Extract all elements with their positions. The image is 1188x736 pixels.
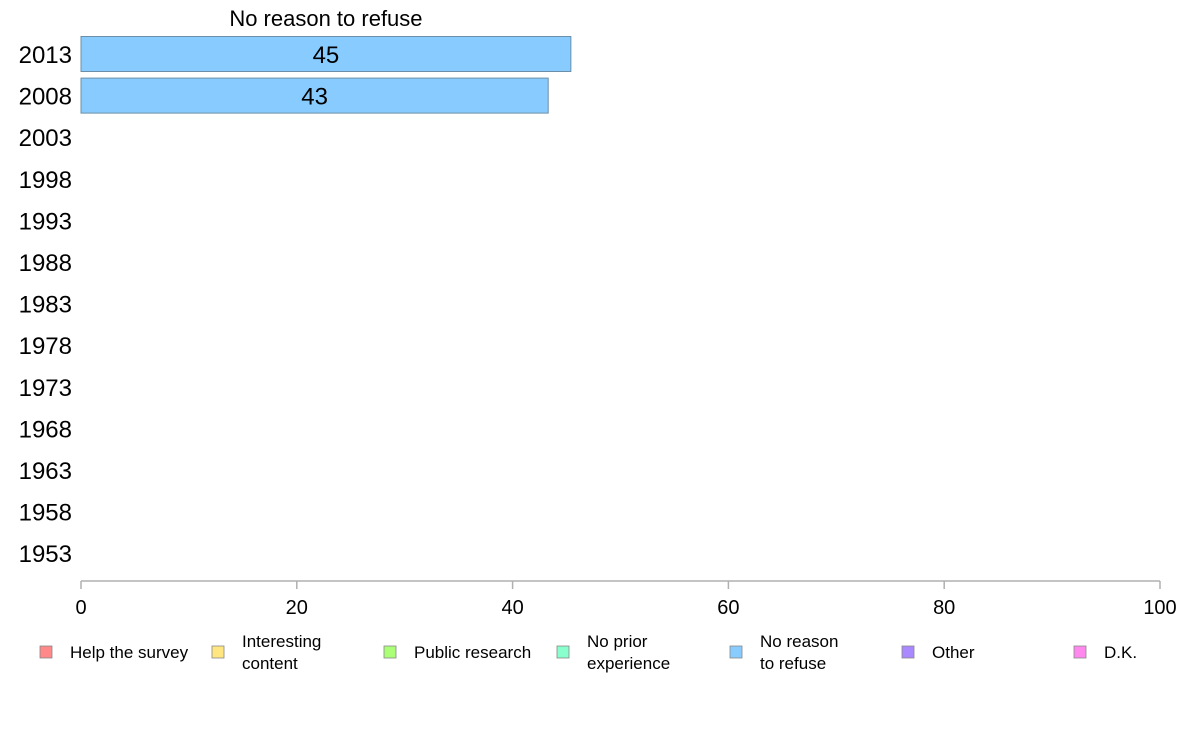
bar xyxy=(80,77,549,114)
y-tick-label: 1998 xyxy=(19,167,72,194)
legend-swatch xyxy=(729,645,743,659)
legend-swatch xyxy=(901,645,915,659)
y-tick-label: 1963 xyxy=(19,458,72,485)
legend-label: D.K. xyxy=(1104,643,1137,662)
legend-label: experience xyxy=(587,654,670,673)
legend-item: No reason to refuse xyxy=(729,632,838,673)
x-axis: 0 20 40 60 80 100 xyxy=(75,580,1177,619)
y-tick-label: 1988 xyxy=(19,250,72,277)
legend-item: Public research xyxy=(383,643,531,662)
y-axis-labels: 2013 2008 2003 1998 1993 1988 1983 1978 1973 1968… xyxy=(19,42,72,568)
bars: 45 43 xyxy=(80,36,572,114)
y-tick-label: 1973 xyxy=(19,375,72,402)
data-label: 45 xyxy=(313,42,340,69)
legend-label: Other xyxy=(932,643,975,662)
legend-label: Help the survey xyxy=(70,643,189,662)
y-tick-label: 2013 xyxy=(19,42,72,69)
x-tick-label: 20 xyxy=(286,597,308,619)
x-tick-label: 100 xyxy=(1143,597,1176,619)
legend-swatch xyxy=(556,645,570,659)
x-tick-label: 0 xyxy=(75,597,86,619)
y-tick-label: 1983 xyxy=(19,292,72,319)
x-tick-label: 60 xyxy=(717,597,739,619)
y-tick-label: 2008 xyxy=(19,84,72,111)
legend-label: content xyxy=(242,654,298,673)
y-tick-label: 1958 xyxy=(19,500,72,527)
legend: Help the survey Interesting content Public … xyxy=(39,632,1137,673)
legend-item: Help the survey xyxy=(39,643,189,662)
x-tick-label: 80 xyxy=(933,597,955,619)
legend-label: No reason xyxy=(760,632,838,651)
y-tick-label: 1953 xyxy=(19,541,72,568)
chart-title: No reason to refuse xyxy=(229,6,422,31)
legend-swatch xyxy=(1073,645,1087,659)
legend-swatch xyxy=(39,645,53,659)
legend-item: Interesting content xyxy=(211,632,321,673)
bar xyxy=(80,36,572,72)
x-tick-label: 40 xyxy=(501,597,523,619)
legend-swatch xyxy=(383,645,397,659)
y-tick-label: 1968 xyxy=(19,416,72,443)
legend-label: No prior xyxy=(587,632,648,651)
legend-item: D.K. xyxy=(1073,643,1137,662)
legend-item: No prior experience xyxy=(556,632,670,673)
y-tick-label: 1978 xyxy=(19,333,72,360)
legend-label: Interesting xyxy=(242,632,321,651)
data-label: 43 xyxy=(301,84,328,111)
legend-label: Public research xyxy=(414,643,531,662)
legend-item: Other xyxy=(901,643,975,662)
y-tick-label: 2003 xyxy=(19,125,72,152)
y-tick-label: 1993 xyxy=(19,208,72,235)
legend-swatch xyxy=(211,645,225,659)
legend-label: to refuse xyxy=(760,654,826,673)
